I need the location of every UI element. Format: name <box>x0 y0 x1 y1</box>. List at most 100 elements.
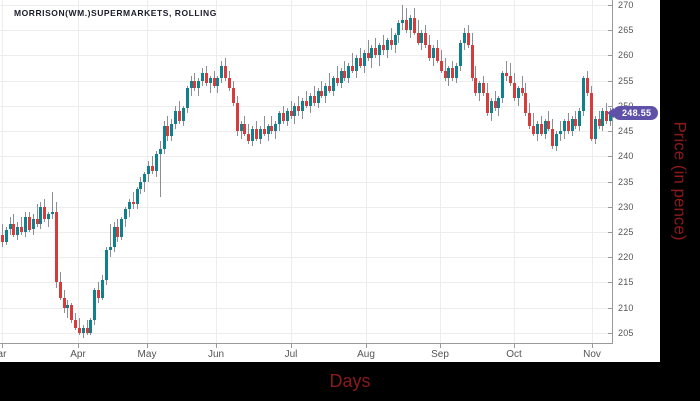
y-axis-title: Price (in pence) <box>660 0 700 362</box>
candle-body-down <box>20 226 23 233</box>
candle-body-down <box>86 327 89 333</box>
candle-body-down <box>78 327 81 333</box>
y-tick-mark <box>608 282 612 283</box>
candle-body-up <box>278 113 281 124</box>
candle-body-up <box>120 219 123 238</box>
candle-body-down <box>12 224 15 235</box>
candle-body-down <box>521 88 524 94</box>
candle-body-up <box>578 110 581 127</box>
candle-wick <box>52 191 53 220</box>
candle-body-up <box>463 32 466 43</box>
y-axis-line <box>612 0 613 344</box>
candle-body-up <box>159 148 162 154</box>
candle-body-down <box>390 40 393 46</box>
candle-body-down <box>320 90 323 96</box>
candle-body-down <box>228 78 231 89</box>
candle-body-up <box>259 128 262 139</box>
candle-body-down <box>474 78 477 94</box>
candle-body-down <box>243 123 246 134</box>
candle-body-up <box>251 128 254 142</box>
candle-body-up <box>24 216 27 233</box>
candle-body-down <box>513 83 516 99</box>
candle-wick <box>271 116 272 134</box>
candle-body-down <box>574 118 577 127</box>
candle-wick <box>445 58 446 81</box>
candle-body-down <box>313 95 316 104</box>
candle-body-down <box>417 32 420 43</box>
candle-body-up <box>544 121 547 134</box>
y-tick-mark <box>608 182 612 183</box>
candle-body-down <box>247 133 250 142</box>
y-tick-mark <box>608 308 612 309</box>
last-price-badge[interactable]: 248.55 <box>613 106 659 120</box>
candle-body-down <box>193 80 196 89</box>
candle-body-up <box>420 32 423 43</box>
y-tick-label: 265 <box>618 25 634 35</box>
gridline-horizontal <box>0 232 612 233</box>
candle-body-up <box>317 90 320 104</box>
gridline-vertical <box>2 0 3 343</box>
candle-body-up <box>182 108 185 122</box>
gridline-horizontal <box>0 5 612 6</box>
candle-body-up <box>170 123 173 137</box>
candle-wick <box>329 73 330 94</box>
candle-wick <box>360 47 361 69</box>
y-tick-mark <box>608 131 612 132</box>
gridline-vertical <box>216 0 217 343</box>
candle-body-down <box>1 234 4 243</box>
candle-body-up <box>432 47 435 58</box>
y-tick-label: 210 <box>618 303 634 313</box>
x-tick-label: Apr <box>70 349 86 360</box>
candle-body-down <box>263 128 266 134</box>
candle-body-down <box>444 70 447 79</box>
candle-body-up <box>89 320 92 333</box>
candle-body-up <box>490 100 493 114</box>
candle-body-up <box>155 153 158 172</box>
y-tick-mark <box>608 156 612 157</box>
candle-body-up <box>190 80 193 89</box>
candle-body-up <box>409 17 412 31</box>
candle-body-down <box>586 78 589 94</box>
x-tick-label: Jul <box>284 349 298 360</box>
candle-body-down <box>436 47 439 61</box>
candle-wick <box>79 317 80 336</box>
y-tick-mark <box>608 5 612 6</box>
candle-body-down <box>524 93 527 114</box>
candle-body-down <box>351 65 354 71</box>
x-tick-mark <box>291 344 292 348</box>
candle-body-up <box>51 211 54 215</box>
candle-body-down <box>74 320 77 328</box>
candle-wick <box>21 216 22 235</box>
gridline-horizontal <box>0 30 612 31</box>
candle-wick <box>506 60 507 81</box>
candle-body-down <box>471 45 474 79</box>
candle-body-down <box>28 216 31 230</box>
gridline-horizontal <box>0 257 612 258</box>
candle-body-up <box>267 126 270 134</box>
y-tick-mark <box>608 207 612 208</box>
candle-body-down <box>178 110 181 122</box>
x-tick-mark <box>514 344 515 348</box>
candle-body-down <box>59 282 62 298</box>
candle-wick <box>144 171 145 192</box>
x-tick-mark <box>440 344 441 348</box>
candle-body-up <box>39 206 42 225</box>
chart-title: MORRISON(WM.)SUPERMARKETS, ROLLING <box>14 8 217 18</box>
gridline-horizontal <box>0 55 612 56</box>
candle-body-down <box>382 45 385 51</box>
candle-body-up <box>309 95 312 106</box>
candle-body-up <box>559 131 562 134</box>
candle-body-up <box>209 78 212 84</box>
candle-wick <box>298 95 299 116</box>
price-badge-pointer <box>607 108 614 118</box>
x-tick-label: Nov <box>583 349 601 360</box>
candle-wick <box>402 5 403 31</box>
gridline-horizontal <box>0 333 612 334</box>
candle-body-up <box>101 279 104 298</box>
candle-body-down <box>336 78 339 84</box>
candle-body-down <box>343 70 346 79</box>
candle-body-down <box>328 85 331 91</box>
candle-body-down <box>590 93 593 139</box>
candle-wick <box>152 156 153 174</box>
x-tick-mark <box>216 344 217 348</box>
